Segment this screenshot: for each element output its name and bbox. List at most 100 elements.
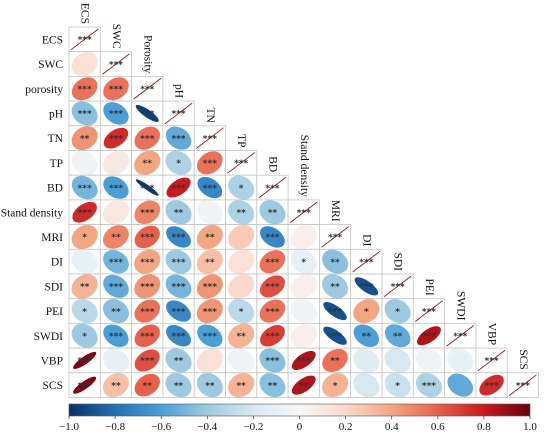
sig-11-10: * — [395, 307, 400, 317]
colorbar: −1.0 −0.8 −0.6 −0.4 −0.2 0 0.2 0.4 0.6 0.8 1.0 — [59, 403, 537, 433]
column-label-12: SWDI — [454, 291, 466, 321]
ellipse-13-5 — [228, 348, 255, 373]
sig-12-10: ** — [393, 332, 403, 342]
ellipse-12-11 — [417, 326, 441, 346]
ellipse-13-7 — [291, 350, 316, 371]
ellipse-12-0 — [71, 323, 98, 348]
sig-3-0: *** — [78, 110, 92, 120]
sig-6-0: *** — [78, 184, 92, 194]
sig-9-8: ** — [330, 258, 340, 268]
ellipse-10-5 — [228, 274, 255, 299]
sig-12-9: ** — [362, 332, 372, 342]
sig-12-6: *** — [265, 332, 279, 342]
sig-6-6: *** — [265, 184, 279, 194]
ellipse-14-9 — [353, 373, 380, 398]
ellipse-14-8 — [322, 373, 349, 398]
column-labels: ECS SWC Porosity pH TN TP BD Stand density MRI DI… — [79, 3, 529, 370]
column-label-13: VBP — [486, 323, 498, 345]
sig-14-4: ** — [205, 381, 215, 391]
diagonal-mark-1 — [102, 53, 130, 75]
ellipse-13-8 — [322, 348, 348, 373]
row-label-1: SWC — [38, 59, 63, 71]
column-label-10: SDI — [392, 252, 404, 271]
ellipse-11-1 — [102, 299, 129, 324]
ellipse-14-12 — [447, 373, 474, 397]
colorbar-tick-label-4: −0.2 — [243, 421, 263, 433]
ellipse-7-0 — [72, 201, 97, 223]
sig-10-0: ** — [80, 283, 90, 293]
ellipse-9-1 — [103, 249, 129, 274]
ellipse-8-7 — [290, 224, 317, 250]
sig-11-9: * — [364, 307, 369, 317]
row-label-12: SWDI — [34, 331, 64, 343]
sig-6-2: *** — [140, 184, 154, 194]
sig-11-3: *** — [171, 307, 185, 317]
ellipse-11-9 — [353, 298, 380, 324]
ellipse-12-10 — [384, 324, 411, 348]
row-label-11: PEI — [46, 306, 63, 318]
ellipse-5-0 — [71, 150, 98, 175]
column-label-5: TP — [235, 134, 247, 147]
sig-8-6: *** — [265, 233, 279, 243]
ellipse-13-11 — [415, 348, 442, 373]
colorbar-tick-label-10: 1.0 — [523, 421, 537, 433]
ellipse-4-0 — [71, 126, 98, 151]
ellipse-9-3 — [165, 249, 192, 274]
ellipse-9-8 — [322, 249, 349, 274]
sig-2-1: *** — [109, 85, 123, 95]
ellipse-11-4 — [196, 299, 223, 324]
ellipse-11-3 — [166, 300, 191, 322]
row-label-3: pH — [49, 108, 63, 120]
diagonal-mark-5 — [227, 152, 256, 174]
row-label-4: TN — [48, 133, 64, 145]
column-label-9: DI — [360, 234, 372, 246]
ellipse-13-9 — [353, 348, 380, 373]
row-label-6: BD — [47, 183, 63, 195]
ellipse-10-2 — [134, 274, 161, 299]
ellipse-14-0 — [73, 376, 97, 394]
ellipse-5-4 — [197, 151, 223, 175]
ellipse-13-0 — [73, 351, 97, 370]
ellipse-5-1 — [102, 150, 129, 175]
sig-11-4: *** — [203, 307, 217, 317]
sig-11-1: ** — [111, 307, 121, 317]
ellipse-11-2 — [134, 299, 161, 323]
sig-12-1: *** — [109, 332, 123, 342]
ellipse-14-10 — [384, 373, 411, 398]
ellipse-12-8 — [323, 326, 347, 345]
ellipse-8-0 — [71, 224, 98, 250]
sig-14-2: ** — [143, 381, 153, 391]
correlation-matrix: ********* *** ****** *** *** ***** *** *** *** **… — [68, 26, 539, 398]
sig-9-7: * — [301, 258, 306, 268]
ellipse-9-0 — [71, 249, 98, 274]
sig-14-14: *** — [516, 381, 530, 391]
ellipse-13-10 — [384, 348, 411, 373]
ellipse-11-10 — [384, 298, 411, 324]
sig-14-13: *** — [484, 381, 498, 391]
sig-6-4: *** — [203, 184, 217, 194]
sig-12-2: *** — [140, 332, 154, 342]
ellipse-14-4 — [196, 373, 223, 398]
ellipse-4-1 — [103, 127, 129, 149]
sig-12-5: ** — [236, 332, 246, 342]
ellipse-10-9 — [354, 277, 379, 296]
sig-5-3: * — [176, 159, 181, 169]
sig-14-11: *** — [422, 381, 436, 391]
sig-4-4: *** — [203, 134, 217, 144]
ellipse-10-3 — [165, 274, 192, 299]
sig-13-3: ** — [174, 357, 184, 367]
sig-3-2: *** — [140, 110, 154, 120]
sig-10-1: *** — [109, 283, 123, 293]
diagonal-mark-0 — [70, 28, 99, 51]
ellipse-10-4 — [196, 274, 223, 299]
sig-5-4: *** — [203, 159, 217, 169]
column-label-2: Porosity — [141, 35, 153, 74]
ellipse-13-6 — [259, 348, 286, 373]
ellipse-12-7 — [290, 323, 317, 348]
ellipse-11-0 — [71, 298, 98, 324]
sig-12-3: *** — [171, 332, 185, 342]
ellipse-7-4 — [196, 200, 223, 225]
sig-8-2: *** — [140, 233, 154, 243]
column-label-8: MRI — [329, 200, 341, 222]
